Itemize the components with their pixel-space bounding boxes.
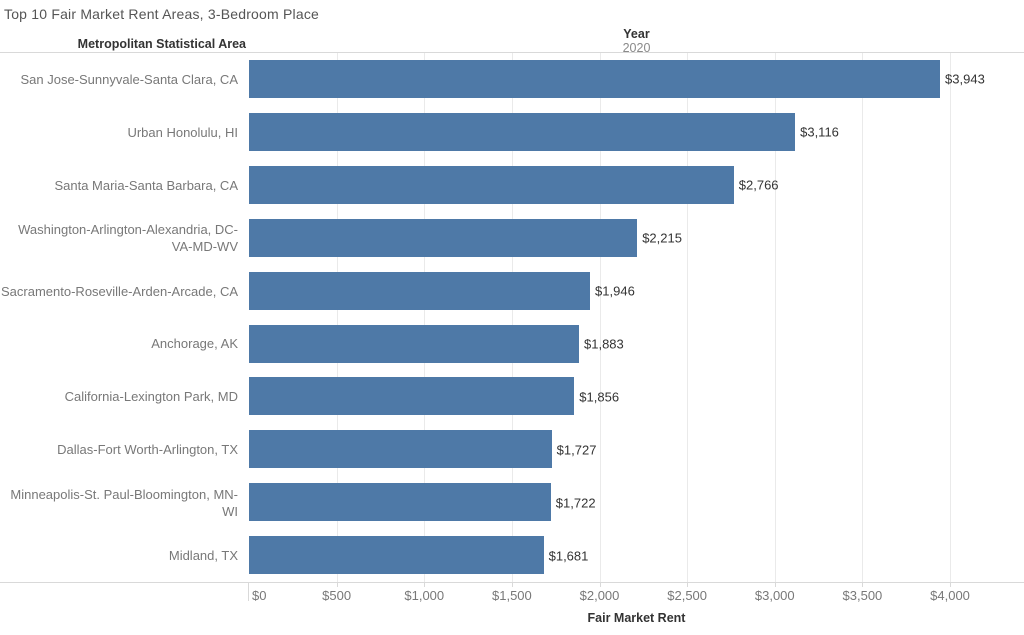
bar-row: $3,943 [249, 53, 1024, 106]
bar[interactable] [249, 112, 796, 151]
x-axis-tick-label: $2,500 [667, 588, 708, 603]
x-axis-title: Fair Market Rent [587, 611, 686, 625]
bar-value-label: $2,766 [738, 177, 779, 193]
x-axis-tick-label: $1,500 [491, 588, 532, 603]
category-label: Midland, TX [168, 548, 238, 564]
x-axis-tick-labels: $0 $500 $1,000 $1,500 $2,000 $2,500 $3,000 $3,5… [249, 588, 1024, 604]
category-label: Santa Maria-Santa Barbara, CA [54, 177, 238, 193]
bar-row: $1,727 [249, 423, 1024, 476]
bar-value-label: $1,722 [555, 495, 596, 511]
plot-area: $3,943 $3,116 $2,766 $2,215 $1,946 $1,883 $1,8… [249, 53, 1024, 582]
bar-row: $1,722 [249, 476, 1024, 529]
bar-value-label: $3,943 [945, 71, 985, 87]
bar-value-label: $1,946 [595, 283, 635, 299]
gridline [862, 53, 864, 582]
bar-row: $2,215 [249, 212, 1024, 265]
gridline [774, 53, 776, 582]
bar-row: $1,883 [249, 318, 1024, 371]
bar-row: $1,681 [249, 529, 1024, 582]
column-header: Year 2020 [249, 28, 1024, 54]
bar[interactable] [249, 430, 552, 469]
x-axis-tick [950, 582, 952, 587]
header-divider [0, 52, 1024, 53]
x-axis-tick-label: $1,000 [404, 588, 445, 603]
bar-value-label: $1,727 [556, 442, 597, 458]
x-axis-tick [774, 582, 776, 587]
x-axis-tick [687, 582, 689, 587]
bar-row: $2,766 [249, 159, 1024, 212]
gridline [511, 53, 513, 582]
x-axis-zero-tick [248, 582, 249, 601]
x-axis-tick-label: $3,000 [754, 588, 795, 603]
bar-value-label: $2,215 [642, 230, 682, 246]
category-label: Sacramento-Roseville-Arden-Arcade, CA [1, 283, 238, 299]
x-axis-tick-label: $2,000 [579, 588, 620, 603]
bar[interactable] [249, 536, 544, 575]
bar[interactable] [249, 377, 575, 416]
bar[interactable] [249, 60, 941, 98]
bar-row: $1,946 [249, 265, 1024, 318]
gridline [599, 53, 601, 582]
x-axis-tick [862, 582, 864, 587]
category-label: Washington-Arlington-Alexandria, DC-VA-M… [18, 222, 238, 255]
bar-value-label: $1,856 [579, 389, 620, 405]
bar-row: $1,856 [249, 370, 1024, 423]
category-label: San Jose-Sunnyvale-Santa Clara, CA [20, 71, 238, 87]
bar[interactable] [249, 165, 734, 204]
column-header-label: Year [623, 27, 650, 41]
category-label: California-Lexington Park, MD [64, 389, 238, 405]
x-axis-tick [336, 582, 338, 587]
gridline [687, 53, 689, 582]
x-axis-tick [424, 582, 426, 587]
bar-value-label: $1,681 [548, 548, 589, 564]
category-label: Dallas-Fort Worth-Arlington, TX [57, 442, 238, 458]
row-axis-header: Metropolitan Statistical Area [77, 37, 246, 51]
category-label: Anchorage, AK [151, 336, 238, 352]
bar[interactable] [249, 218, 638, 257]
x-axis-tick-label: $4,000 [930, 588, 970, 603]
gridline [424, 53, 426, 582]
x-axis-tick [511, 582, 513, 587]
category-label: Urban Honolulu, HI [127, 124, 238, 140]
bar[interactable] [249, 483, 551, 522]
chart-title: Top 10 Fair Market Rent Areas, 3-Bedroom… [4, 6, 320, 22]
x-axis-tick [599, 582, 601, 587]
x-axis-tick-label: $500 [322, 588, 352, 603]
gridline [336, 53, 338, 582]
category-label: Minneapolis-St. Paul-Bloomington, MN-WI [10, 486, 238, 519]
category-axis: San Jose-Sunnyvale-Santa Clara, CA Urban … [0, 53, 247, 582]
bar[interactable] [249, 271, 591, 310]
bar[interactable] [249, 324, 579, 363]
bar-row: $3,116 [249, 106, 1024, 159]
gridline [950, 53, 952, 582]
x-axis-tick-label: $3,500 [842, 588, 883, 603]
column-header-value: 2020 [622, 40, 651, 55]
bar-value-label: $3,116 [800, 124, 839, 140]
bar-value-label: $1,883 [584, 336, 624, 352]
x-axis-tick-label: $0 [252, 588, 267, 603]
